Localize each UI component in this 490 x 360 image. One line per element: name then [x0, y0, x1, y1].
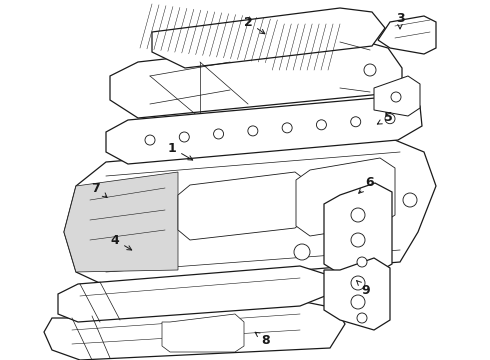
Ellipse shape	[351, 117, 361, 127]
Polygon shape	[106, 96, 422, 164]
Ellipse shape	[357, 313, 367, 323]
Polygon shape	[296, 158, 395, 236]
Ellipse shape	[351, 276, 365, 290]
Ellipse shape	[179, 132, 189, 142]
Ellipse shape	[294, 244, 310, 260]
Ellipse shape	[351, 208, 365, 222]
Text: 9: 9	[357, 281, 370, 297]
Ellipse shape	[214, 129, 223, 139]
Polygon shape	[178, 172, 308, 240]
Polygon shape	[152, 8, 385, 68]
Polygon shape	[374, 76, 420, 116]
Ellipse shape	[351, 233, 365, 247]
Polygon shape	[378, 16, 436, 54]
Text: 4: 4	[111, 234, 132, 250]
Text: 3: 3	[396, 12, 404, 29]
Polygon shape	[162, 314, 244, 352]
Ellipse shape	[391, 92, 401, 102]
Polygon shape	[64, 138, 436, 286]
Text: 7: 7	[92, 181, 107, 198]
Polygon shape	[44, 300, 345, 360]
Ellipse shape	[338, 238, 358, 258]
Text: 1: 1	[168, 141, 193, 160]
Ellipse shape	[145, 135, 155, 145]
Ellipse shape	[248, 126, 258, 136]
Ellipse shape	[351, 295, 365, 309]
Ellipse shape	[403, 193, 417, 207]
Polygon shape	[324, 258, 390, 330]
Ellipse shape	[357, 257, 367, 267]
Polygon shape	[64, 172, 178, 272]
Text: 6: 6	[359, 175, 374, 193]
Ellipse shape	[364, 64, 376, 76]
Polygon shape	[110, 38, 402, 118]
Text: 5: 5	[377, 112, 392, 125]
Text: 8: 8	[255, 332, 270, 346]
Text: 2: 2	[244, 15, 265, 34]
Polygon shape	[58, 266, 325, 322]
Ellipse shape	[385, 114, 395, 124]
Ellipse shape	[282, 123, 292, 133]
Ellipse shape	[317, 120, 326, 130]
Polygon shape	[324, 183, 392, 274]
